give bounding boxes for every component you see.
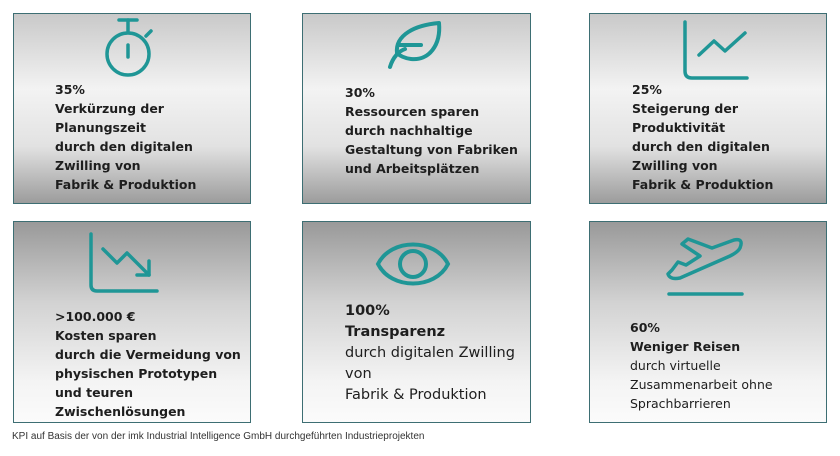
kpi-line: durch nachhaltige: [345, 123, 473, 138]
kpi-line: durch den digitalen: [632, 139, 770, 154]
stopwatch-icon: [105, 18, 153, 77]
kpi-text-productivity: 25% Steigerung der Produktivität durch d…: [632, 80, 773, 194]
kpi-value: 60%: [630, 320, 660, 335]
kpi-line: durch die Vermeidung von: [55, 347, 241, 362]
kpi-line: Planungszeit: [55, 120, 146, 135]
kpi-text-transparency: 100% Transparenz durch digitalen Zwillin…: [345, 301, 515, 406]
kpi-line: und Arbeitsplätzen: [345, 161, 480, 176]
kpi-value: 25%: [632, 82, 662, 97]
kpi-line: Zwilling von: [55, 158, 141, 173]
kpi-line: durch digitalen Zwilling: [345, 345, 515, 361]
kpi-line: Transparenz: [345, 324, 446, 340]
kpi-line: Ressourcen sparen: [345, 104, 480, 119]
chart-down-icon: [89, 232, 159, 293]
kpi-line: von: [345, 366, 372, 382]
footnote: KPI auf Basis der von der imk Industrial…: [12, 431, 425, 442]
kpi-line: und teuren: [55, 385, 133, 400]
kpi-line: Produktivität: [632, 120, 726, 135]
kpi-line: Zwischenlösungen: [55, 404, 186, 419]
eye-icon: [375, 242, 451, 286]
airplane-takeoff-icon: [666, 237, 744, 296]
kpi-text-costs: >100.000 € Kosten sparen durch die Verme…: [55, 307, 241, 421]
kpi-line: Sprachbarrieren: [630, 396, 731, 411]
kpi-line: durch den digitalen: [55, 139, 193, 154]
kpi-line: Weniger Reisen: [630, 339, 741, 354]
kpi-line: durch virtuelle: [630, 358, 721, 373]
kpi-line: Steigerung der: [632, 101, 739, 116]
kpi-line: Zwilling von: [632, 158, 718, 173]
kpi-line: Fabrik & Produktion: [632, 177, 774, 192]
kpi-value: >100.000 €: [55, 309, 136, 324]
kpi-line: Verkürzung der: [55, 101, 164, 116]
kpi-value: 30%: [345, 85, 375, 100]
chart-up-icon: [683, 20, 749, 80]
kpi-line: Fabrik & Produktion: [55, 177, 197, 192]
kpi-text-travel: 60% Weniger Reisen durch virtuelle Zusam…: [630, 318, 773, 413]
kpi-line: physischen Prototypen: [55, 366, 218, 381]
kpi-line: Zusammenarbeit ohne: [630, 377, 773, 392]
kpi-card-costs: [13, 221, 251, 423]
kpi-value: 35%: [55, 82, 85, 97]
leaf-icon: [388, 21, 442, 69]
kpi-value: 100%: [345, 303, 390, 319]
kpi-text-planning-time: 35% Verkürzung der Planungszeit durch de…: [55, 80, 196, 194]
kpi-text-resources: 30% Ressourcen sparen durch nachhaltige …: [345, 83, 518, 178]
kpi-card-transparency: [302, 221, 531, 423]
kpi-card-planning-time: [13, 13, 251, 204]
kpi-line: Kosten sparen: [55, 328, 157, 343]
kpi-line: Gestaltung von Fabriken: [345, 142, 518, 157]
kpi-line: Fabrik & Produktion: [345, 387, 487, 403]
kpi-card-travel: [589, 221, 827, 423]
